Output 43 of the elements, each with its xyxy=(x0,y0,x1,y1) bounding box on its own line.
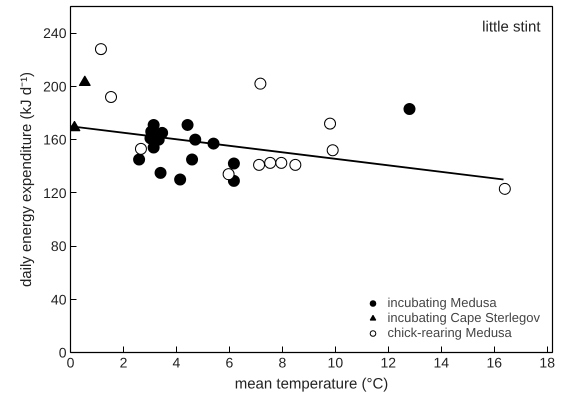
y-tick-label: 40 xyxy=(50,291,67,308)
point xyxy=(174,174,186,186)
y-tick-label: 240 xyxy=(43,25,67,42)
point xyxy=(275,156,288,169)
legend-label: chick-rearing Medusa xyxy=(388,325,512,340)
x-tick-label: 6 xyxy=(226,354,234,370)
point xyxy=(253,158,266,171)
x-tick-label: 16 xyxy=(486,354,502,370)
point xyxy=(326,144,339,156)
point xyxy=(105,91,118,103)
y-axis-title: daily energy expenditure (kJ d⁻¹) xyxy=(18,72,36,288)
y-tick-label: 0 xyxy=(58,344,67,360)
x-tick-label: 8 xyxy=(278,354,286,370)
point xyxy=(133,154,146,166)
x-tick-label: 4 xyxy=(172,354,181,370)
point xyxy=(228,158,240,170)
x-tick-label: 14 xyxy=(433,354,450,370)
point xyxy=(154,166,167,179)
point xyxy=(182,118,194,131)
annotation: little stint xyxy=(482,18,542,36)
legend-label: incubating Medusa xyxy=(388,295,497,310)
point xyxy=(254,78,266,90)
point xyxy=(403,102,416,115)
point xyxy=(222,168,235,180)
point xyxy=(186,154,198,166)
point xyxy=(94,43,107,56)
point xyxy=(498,182,511,195)
x-tick-label: 2 xyxy=(120,354,128,370)
y-tick-label: 80 xyxy=(50,238,67,254)
y-tick-label: 160 xyxy=(43,132,67,148)
y-tick-label: 200 xyxy=(43,78,67,94)
point xyxy=(148,142,160,154)
point xyxy=(264,156,276,169)
point xyxy=(289,158,302,171)
point xyxy=(78,76,91,86)
x-tick-label: 10 xyxy=(328,354,344,370)
x-axis-title: mean temperature (°C) xyxy=(234,376,388,392)
x-tick-label: 18 xyxy=(539,354,556,370)
x-tick-label: 12 xyxy=(380,354,396,370)
legend-label: incubating Cape Sterlegov xyxy=(388,310,540,325)
point xyxy=(134,142,147,155)
point xyxy=(324,118,336,130)
y-tick-label: 120 xyxy=(43,184,67,201)
